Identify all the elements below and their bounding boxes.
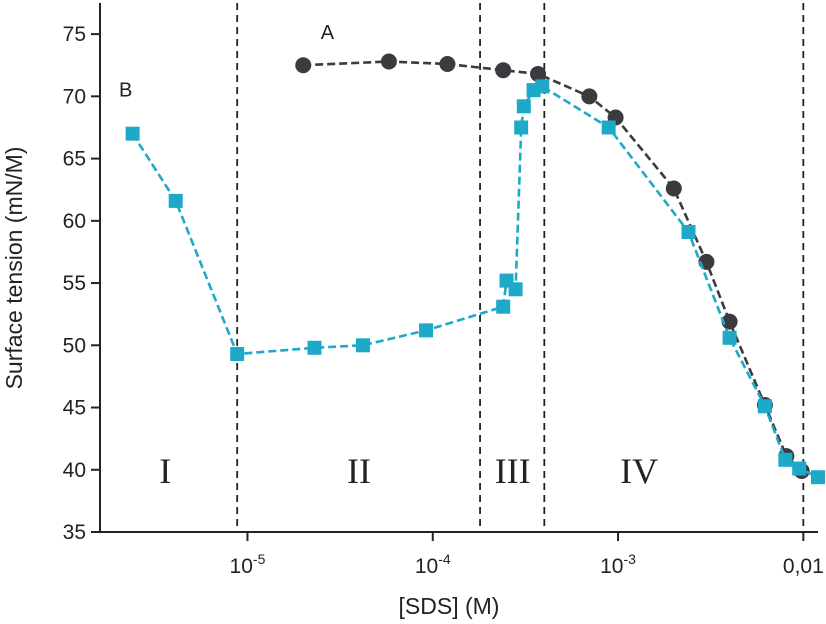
data-point bbox=[295, 57, 312, 74]
x-tick-base: 10 bbox=[230, 555, 253, 578]
series-b: B bbox=[119, 79, 825, 485]
series-group: AB bbox=[119, 22, 825, 485]
data-point bbox=[530, 65, 547, 82]
x-tick-exponent: -4 bbox=[438, 551, 451, 567]
x-tick-exponent: -5 bbox=[253, 551, 266, 567]
data-point bbox=[514, 120, 529, 135]
x-ticks: 10-5 10-4 10-3 0,01 bbox=[230, 532, 824, 578]
data-point bbox=[681, 225, 696, 240]
region-label-i: I bbox=[159, 451, 171, 491]
x-tick-base: 10 bbox=[415, 555, 438, 578]
data-point bbox=[230, 347, 245, 362]
data-point bbox=[601, 120, 616, 135]
y-tick-label: 65 bbox=[63, 148, 86, 171]
data-point bbox=[307, 340, 322, 355]
data-point bbox=[508, 282, 523, 297]
y-tick-label: 70 bbox=[63, 85, 86, 108]
plot-frame-group bbox=[99, 3, 818, 533]
data-point bbox=[778, 452, 793, 467]
x-tick-label: 10-4 bbox=[415, 551, 451, 578]
x-tick-label: 0,01 bbox=[783, 555, 824, 578]
y-tick-label: 35 bbox=[63, 521, 86, 544]
data-point bbox=[535, 79, 550, 94]
x-tick-base: 10 bbox=[600, 555, 623, 578]
y-tick-label: 45 bbox=[63, 397, 86, 420]
data-point bbox=[496, 299, 511, 314]
data-point bbox=[125, 126, 140, 141]
region-label-ii: II bbox=[347, 451, 371, 491]
y-tick-label: 55 bbox=[63, 272, 86, 295]
data-point bbox=[439, 55, 456, 72]
x-tick-exponent: -3 bbox=[623, 551, 636, 567]
y-ticks: 35 40 45 50 55 60 65 70 75 bbox=[63, 23, 100, 544]
y-tick-label: 50 bbox=[63, 334, 86, 357]
data-point bbox=[419, 323, 434, 338]
data-point bbox=[355, 338, 370, 353]
data-point bbox=[757, 399, 772, 414]
data-point bbox=[811, 470, 825, 485]
data-point bbox=[722, 330, 737, 345]
series-line bbox=[131, 84, 819, 479]
data-point bbox=[665, 180, 682, 197]
y-tick-label: 75 bbox=[63, 23, 86, 46]
data-point bbox=[495, 62, 512, 79]
data-point bbox=[380, 53, 397, 70]
y-axis-title: Surface tension (mN/M) bbox=[1, 147, 27, 390]
series-line bbox=[303, 60, 803, 472]
data-point bbox=[721, 313, 738, 330]
region-label-iii: III bbox=[495, 451, 531, 491]
data-point bbox=[581, 88, 598, 105]
x-tick-label: 10-5 bbox=[230, 551, 266, 578]
series-label-a: A bbox=[321, 22, 335, 44]
x-tick-label: 10-3 bbox=[600, 551, 636, 578]
x-axis-title: [SDS] (M) bbox=[399, 593, 500, 619]
series-a: A bbox=[295, 22, 810, 480]
region-labels: I II III IV bbox=[159, 451, 658, 491]
series-label-b: B bbox=[119, 79, 132, 101]
data-point bbox=[792, 461, 807, 476]
y-tick-label: 40 bbox=[63, 459, 86, 482]
data-point bbox=[516, 99, 531, 114]
data-point bbox=[168, 193, 183, 208]
region-label-iv: IV bbox=[620, 451, 658, 491]
y-tick-label: 60 bbox=[63, 210, 86, 233]
